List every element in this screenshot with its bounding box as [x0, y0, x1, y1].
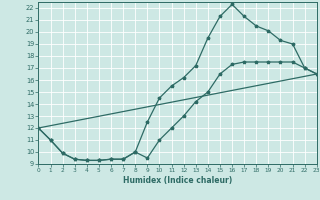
X-axis label: Humidex (Indice chaleur): Humidex (Indice chaleur) — [123, 176, 232, 185]
